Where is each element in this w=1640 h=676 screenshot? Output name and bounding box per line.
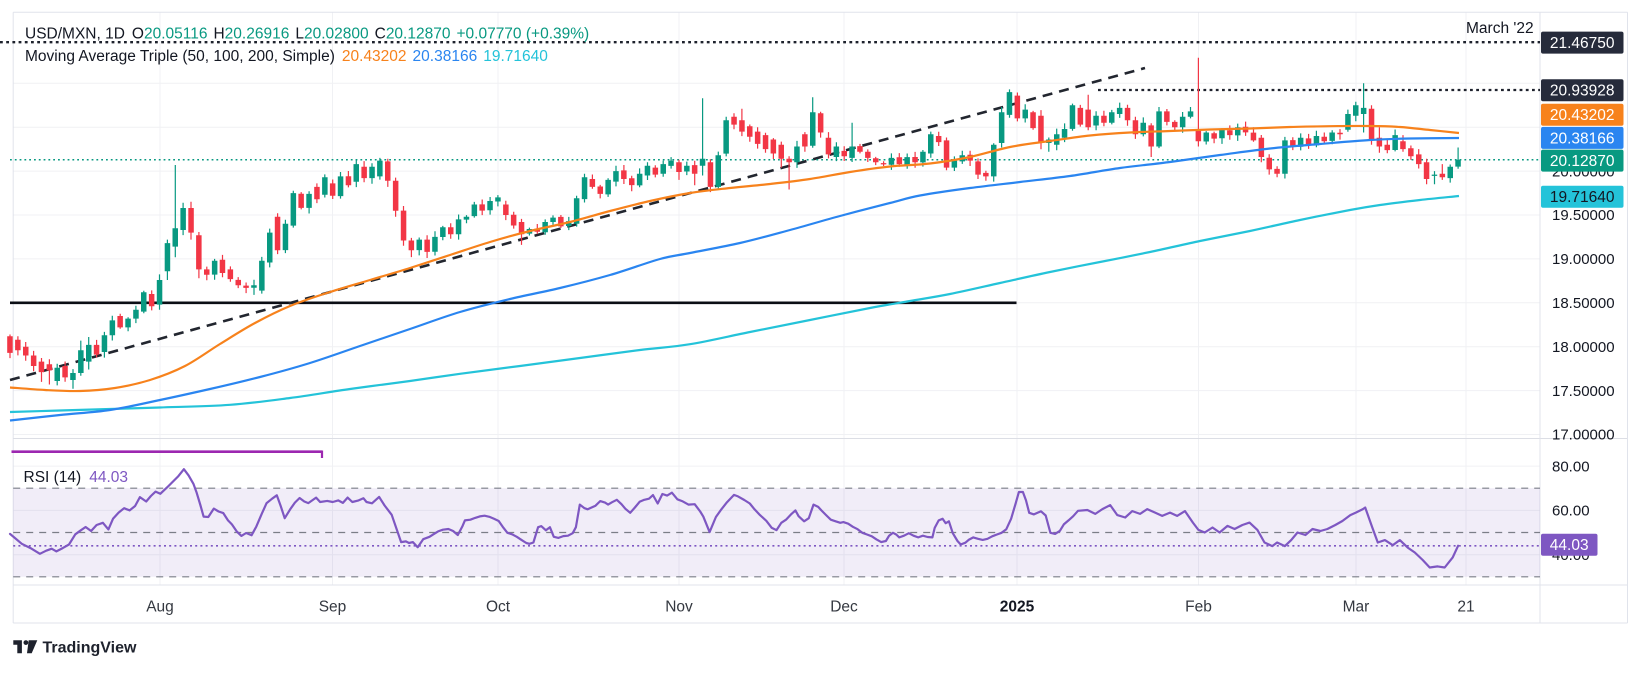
svg-text:Feb: Feb [1185, 599, 1212, 616]
svg-text:Aug: Aug [146, 599, 174, 616]
svg-text:21.46750: 21.46750 [1550, 35, 1615, 52]
svg-text:80.00: 80.00 [1552, 458, 1590, 475]
svg-text:60.00: 60.00 [1552, 503, 1590, 520]
svg-text:18.50000: 18.50000 [1552, 295, 1615, 312]
svg-text:RSI (14)44.03: RSI (14) 44.03 [24, 469, 129, 486]
svg-text:18.00000: 18.00000 [1552, 339, 1615, 356]
svg-text:2025: 2025 [1000, 599, 1035, 616]
svg-text:March '22: March '22 [1466, 20, 1534, 37]
svg-text:20.38166: 20.38166 [1550, 130, 1615, 147]
svg-text:21: 21 [1457, 599, 1474, 616]
svg-text:Dec: Dec [830, 599, 858, 616]
svg-text:20.93928: 20.93928 [1550, 83, 1615, 100]
svg-text:20.12870: 20.12870 [1550, 153, 1615, 170]
svg-text:19.50000: 19.50000 [1552, 207, 1615, 224]
svg-text:Sep: Sep [319, 599, 347, 616]
svg-text:17.50000: 17.50000 [1552, 383, 1615, 400]
svg-text:TradingView: TradingView [43, 639, 138, 656]
svg-text:19.00000: 19.00000 [1552, 251, 1615, 268]
svg-text:Nov: Nov [665, 599, 693, 616]
svg-text:17.00000: 17.00000 [1552, 427, 1615, 444]
svg-text:Moving Average Triple (50, 100: Moving Average Triple (50, 100, 200, Sim… [25, 48, 548, 65]
svg-text:Mar: Mar [1343, 599, 1370, 616]
svg-text:44.03: 44.03 [1550, 537, 1589, 554]
svg-text:19.71640: 19.71640 [1550, 189, 1615, 206]
svg-text:Oct: Oct [486, 599, 511, 616]
svg-text:20.43202: 20.43202 [1550, 107, 1615, 124]
